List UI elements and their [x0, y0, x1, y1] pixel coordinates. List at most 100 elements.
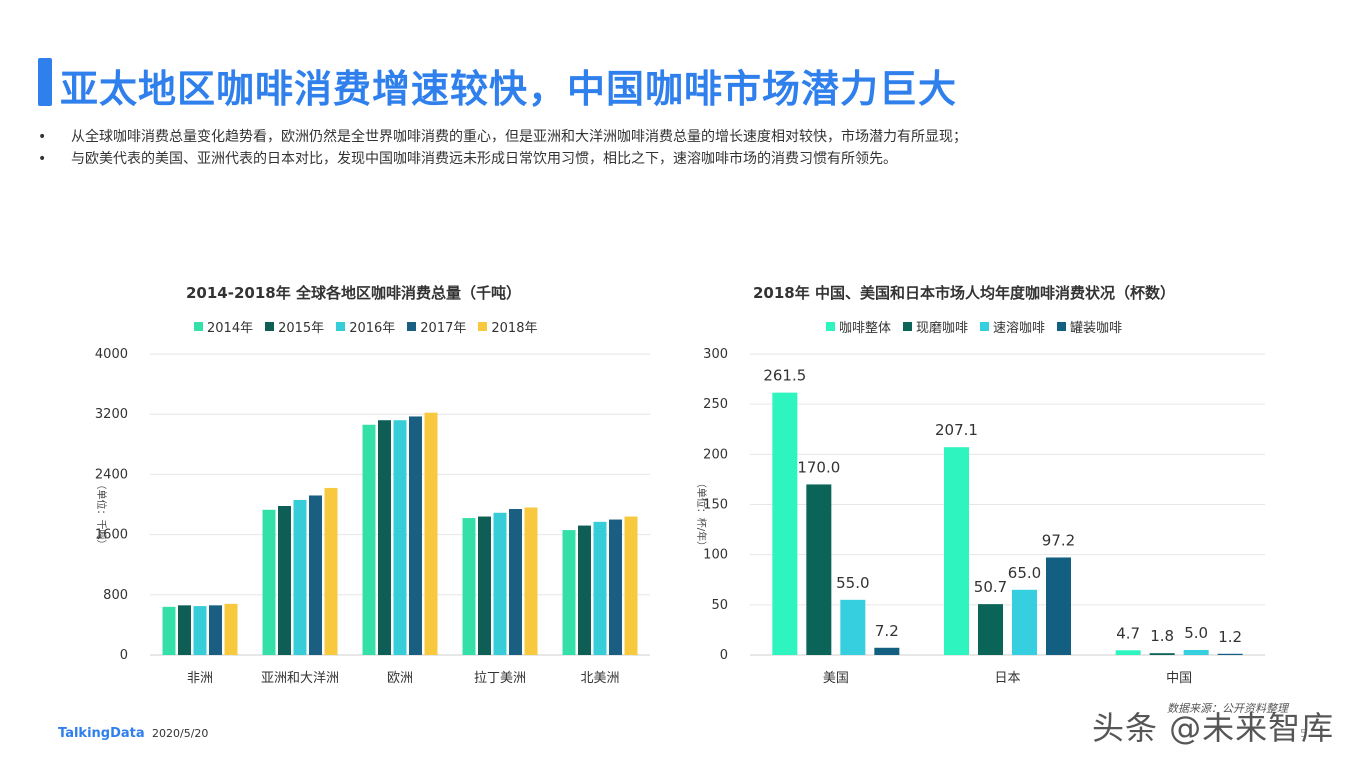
legend-label: 2018年: [491, 321, 538, 336]
bullet-dot: •: [38, 151, 47, 167]
y-tick-label: 0: [720, 648, 728, 663]
title-accent-bar: [38, 58, 52, 106]
legend-swatch: [194, 322, 203, 331]
y-axis-label: （单位：杯/年）: [695, 478, 708, 551]
bar: [478, 516, 491, 655]
bar: [278, 506, 291, 655]
bar-data-label: 55.0: [836, 574, 869, 592]
y-tick-label: 800: [103, 588, 128, 603]
bar: [1012, 589, 1037, 655]
bar: [378, 420, 391, 655]
bar-data-label: 1.8: [1150, 627, 1174, 645]
legend-item: 2014年: [194, 317, 253, 336]
data-source-note: 数据来源：公开资料整理: [1167, 702, 1288, 715]
bar: [193, 606, 207, 655]
bullet-item: • 从全球咖啡消费总量变化趋势看，欧洲仍然是全世界咖啡消费的重心，但是亚洲和大洋…: [38, 126, 967, 148]
x-tick-label: 日本: [994, 671, 1020, 686]
footer-date: 2020/5/20: [152, 727, 209, 740]
bar: [224, 603, 238, 655]
bar: [493, 512, 507, 655]
y-tick-label: 300: [703, 347, 728, 362]
bar-data-label: 261.5: [763, 367, 806, 385]
bullet-text: 从全球咖啡消费总量变化趋势看，欧洲仍然是全世界咖啡消费的重心，但是亚洲和大洋洲咖…: [71, 129, 967, 145]
bar: [262, 509, 276, 655]
legend-swatch: [826, 322, 835, 331]
x-tick-label: 美国: [823, 671, 849, 686]
bar: [524, 507, 538, 655]
bar: [772, 392, 798, 655]
y-tick-label: 100: [703, 548, 728, 563]
bar: [578, 525, 591, 655]
y-tick-label: 250: [703, 397, 728, 412]
legend-item: 现磨咖啡: [903, 317, 968, 336]
bar: [978, 604, 1003, 655]
x-tick-label: 亚洲和大洋洲: [261, 671, 339, 686]
bar-data-label: 170.0: [797, 458, 840, 476]
bar: [324, 487, 338, 655]
bar-data-label: 5.0: [1184, 624, 1208, 642]
bar-data-label: 97.2: [1042, 531, 1075, 549]
bar-data-label: 207.1: [935, 421, 978, 439]
talkingdata-logo: TalkingData: [58, 726, 145, 741]
bar: [562, 530, 576, 655]
legend-item: 2017年: [407, 317, 466, 336]
bar: [393, 420, 407, 655]
y-tick-label: 200: [703, 447, 728, 462]
legend-label: 咖啡整体: [839, 321, 892, 336]
bar: [1149, 653, 1175, 655]
bar-data-label: 7.2: [875, 622, 899, 640]
y-tick-label: 0: [120, 648, 128, 663]
bar-data-label: 65.0: [1008, 564, 1041, 582]
bar: [609, 519, 622, 655]
chart-2-svg: 0 50 100 150 200 250 300 （单位：杯/年） 261.5 170.0 55.0…: [695, 347, 1265, 686]
bar: [293, 499, 307, 655]
y-tick-label: 3200: [95, 407, 128, 422]
legend-item: 罐装咖啡: [1057, 317, 1122, 336]
bar: [624, 516, 638, 655]
legend-label: 现磨咖啡: [916, 321, 969, 336]
bar-data-label: 50.7: [974, 578, 1007, 596]
legend-label: 2015年: [278, 321, 325, 336]
bar: [409, 416, 422, 655]
bar-data-label: 4.7: [1116, 624, 1140, 642]
legend-label: 2016年: [349, 321, 396, 336]
legend-label: 速溶咖啡: [993, 321, 1046, 336]
y-tick-label: 1600: [95, 528, 128, 543]
legend-item: 2018年: [478, 317, 537, 336]
legend-swatch: [980, 322, 990, 331]
bar: [1217, 653, 1243, 655]
bar: [840, 599, 866, 655]
bullet-item: • 与欧美代表的美国、亚洲代表的日本对比，发现中国咖啡消费远未形成日常饮用习惯，…: [38, 148, 967, 170]
bar: [944, 447, 969, 655]
legend-label: 罐装咖啡: [1070, 321, 1123, 336]
bar: [1115, 650, 1141, 655]
bar: [806, 484, 832, 655]
legend-swatch: [265, 322, 275, 331]
x-tick-label: 非洲: [187, 671, 213, 686]
legend-swatch: [903, 322, 913, 331]
x-tick-label: 北美洲: [580, 671, 619, 686]
chart-2-legend: 咖啡整体 现磨咖啡 速溶咖啡 罐装咖啡: [826, 317, 1134, 336]
x-tick-label: 中国: [1166, 671, 1192, 686]
x-tick-label: 欧洲: [387, 671, 413, 686]
chart-1-title: 2014-2018年 全球各地区咖啡消费总量（千吨）: [186, 284, 521, 302]
bar: [509, 509, 522, 655]
legend-item: 2015年: [265, 317, 324, 336]
bar: [178, 605, 191, 655]
legend-swatch: [1057, 322, 1067, 331]
legend-item: 咖啡整体: [826, 317, 891, 336]
legend-item: 速溶咖啡: [980, 317, 1045, 336]
x-tick-label: 拉丁美洲: [474, 671, 526, 686]
legend-label: 2014年: [207, 321, 254, 336]
chart-1-legend: 2014年 2015年 2016年 2017年 2018年: [194, 317, 549, 336]
bullet-list: • 从全球咖啡消费总量变化趋势看，欧洲仍然是全世界咖啡消费的重心，但是亚洲和大洋…: [38, 126, 967, 170]
bullet-text: 与欧美代表的美国、亚洲代表的日本对比，发现中国咖啡消费远未形成日常饮用习惯，相比…: [71, 151, 897, 167]
page-number: 5: [1300, 727, 1307, 740]
page-title: 亚太地区咖啡消费增速较快，中国咖啡市场潜力巨大: [60, 67, 958, 111]
legend-label: 2017年: [420, 321, 467, 336]
bar: [462, 518, 476, 655]
bar: [1183, 649, 1209, 655]
y-tick-label: 2400: [95, 467, 128, 482]
bar: [1046, 557, 1071, 655]
y-tick-label: 50: [711, 598, 728, 613]
